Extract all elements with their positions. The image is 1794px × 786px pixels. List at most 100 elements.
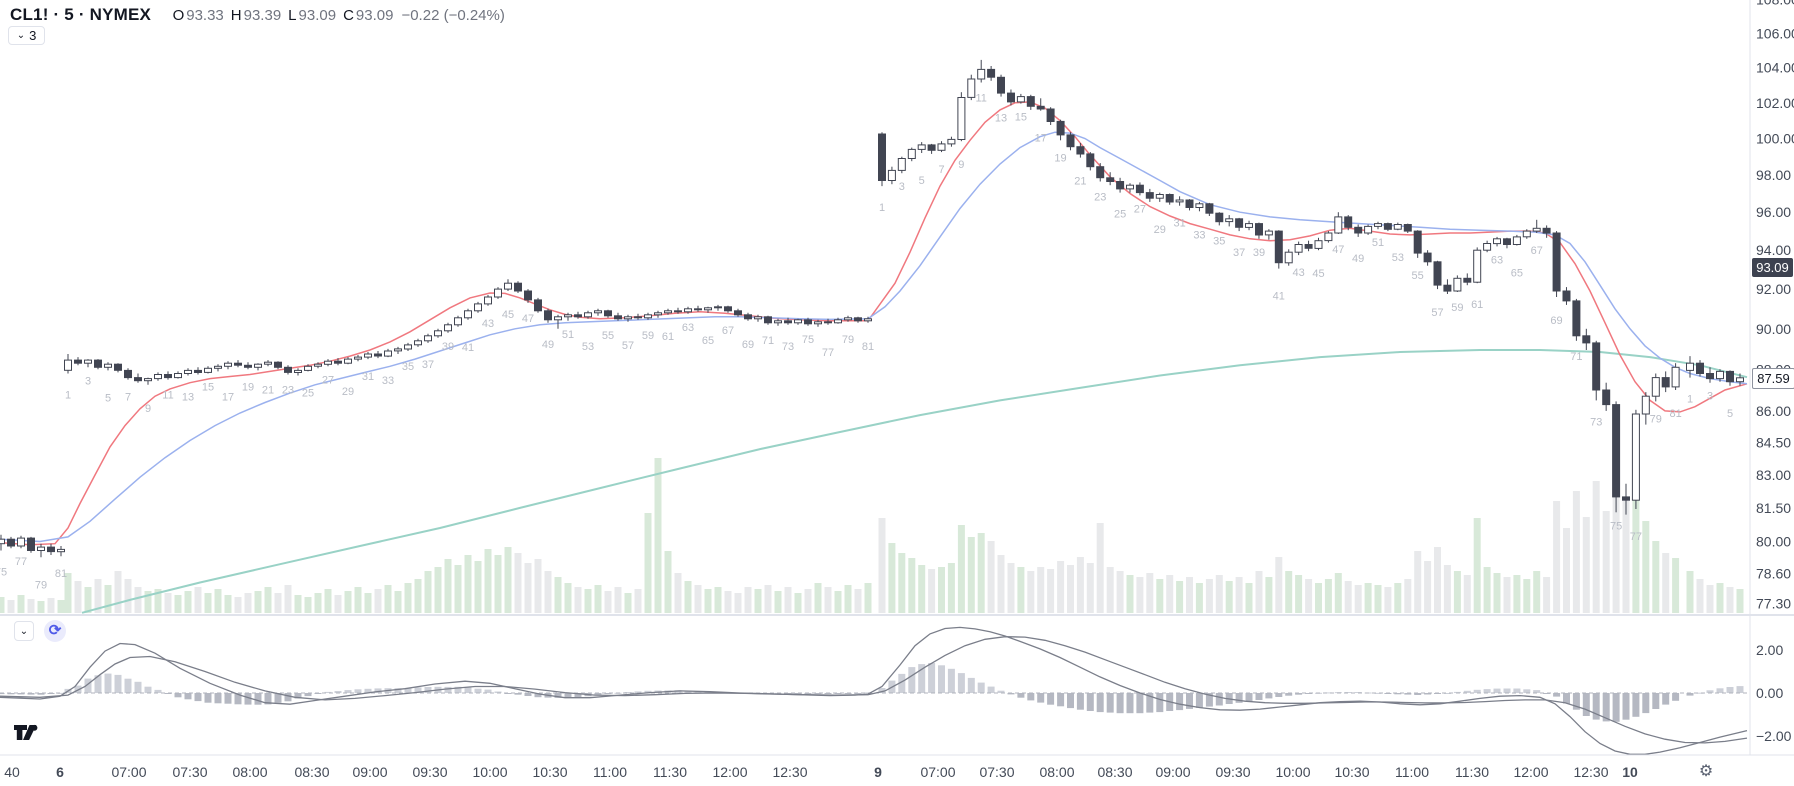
bar-number-label: 47 — [522, 313, 534, 325]
bar-number-label: 9 — [145, 403, 151, 415]
candle-body — [1374, 223, 1382, 227]
candle-body — [174, 373, 182, 379]
candle-body — [1706, 373, 1714, 380]
macd-histogram-bar — [1324, 692, 1332, 694]
volume-bar — [47, 598, 55, 613]
bar-number-label: 23 — [282, 385, 294, 397]
bar-number-label: 13 — [995, 113, 1007, 125]
bar-number-label: 51 — [562, 329, 574, 341]
candle-body — [164, 374, 172, 379]
volume-bar — [1374, 585, 1382, 613]
main-pane[interactable]: 7577798113579111315171921232527293133353… — [0, 59, 1748, 614]
macd-histogram-bar — [344, 690, 352, 693]
volume-bar — [274, 593, 282, 613]
volume-bar — [1553, 501, 1561, 613]
macd-histogram-bar — [1146, 693, 1154, 713]
bar-number-label: 61 — [662, 331, 674, 343]
volume-bar — [204, 593, 212, 613]
candle-body — [634, 316, 642, 319]
bar-number-label: 79 — [1650, 413, 1662, 425]
macd-histogram-bar — [324, 691, 332, 693]
volume-bar — [444, 559, 452, 613]
volume-bar — [604, 591, 612, 613]
indicators-collapse-button[interactable]: ⌄ 3 — [8, 26, 45, 45]
candle-body — [1473, 249, 1482, 283]
candle-body — [824, 321, 832, 324]
macd-histogram-bar — [694, 691, 702, 693]
macd-histogram-bar — [364, 688, 372, 693]
auto-refresh-icon[interactable]: ⟳ — [44, 620, 66, 642]
macd-histogram-bar — [1027, 693, 1035, 701]
volume-bar — [888, 543, 896, 613]
volume-bar — [344, 591, 352, 613]
candle-body — [474, 303, 482, 312]
volume-bar — [584, 589, 592, 613]
candle-body — [734, 310, 742, 316]
bar-number-label: 7 — [125, 392, 131, 404]
macd-histogram-bar — [174, 693, 182, 698]
macd-pane-collapse-button[interactable]: ⌄ — [14, 621, 34, 641]
macd-histogram-bar — [1265, 693, 1273, 699]
candle-body — [574, 314, 582, 318]
time-tick-label: 08:00 — [232, 764, 267, 780]
time-axis[interactable]: 40 6 07:00 07:30 08:00 08:30 09:00 09:30 10:00 10… — [4, 764, 1638, 780]
macd-histogram-bar — [1305, 693, 1313, 694]
price-axis[interactable]: 108.00 106.00 104.00 102.00 100.00 98.00 96.00… — [1756, 0, 1794, 744]
timezone-settings-gear-icon[interactable]: ⚙ — [1694, 760, 1718, 784]
price-tick-label: 78.60 — [1756, 565, 1791, 581]
macd-histogram-bar — [1255, 693, 1263, 700]
price-tick-label: 86.00 — [1756, 403, 1791, 419]
macd-histogram-bar — [987, 686, 995, 693]
macd-histogram-bar — [1706, 690, 1714, 693]
candle-body — [1284, 251, 1293, 264]
volume-bar — [997, 555, 1005, 613]
price-tick-label: 108.00 — [1756, 0, 1794, 8]
macd-histogram-bar — [1424, 693, 1432, 695]
day-label: 6 — [56, 764, 64, 780]
macd-histogram-bar — [1463, 690, 1471, 693]
candle-body — [394, 348, 402, 352]
macd-histogram-bar — [524, 693, 532, 696]
time-tick-label: 08:30 — [1097, 764, 1132, 780]
macd-histogram-bar — [554, 693, 562, 698]
bar-number-label: 3 — [85, 375, 91, 387]
macd-histogram-bar — [574, 693, 582, 697]
price-tick-label: 104.00 — [1756, 60, 1794, 76]
macd-histogram-bar — [1394, 693, 1402, 695]
candle-body — [1314, 240, 1323, 249]
macd-pane[interactable] — [0, 626, 1750, 755]
volume-bar — [1047, 569, 1055, 613]
volume-bar — [1265, 577, 1273, 613]
bar-number-label: 21 — [262, 384, 274, 396]
candle-body — [1007, 92, 1015, 103]
volume-bar — [534, 559, 542, 613]
bar-number-label: 1 — [879, 202, 885, 214]
candle-body — [1592, 342, 1601, 391]
bar-number-label: 5 — [105, 392, 111, 404]
price-tick-label: 96.00 — [1756, 204, 1791, 220]
candle-body — [1215, 212, 1224, 223]
candle-body — [1453, 277, 1462, 292]
macd-histogram-bar — [1275, 693, 1283, 697]
macd-histogram-bar — [394, 688, 402, 693]
bar-number-label: 41 — [462, 342, 474, 354]
tradingview-logo[interactable] — [13, 724, 43, 742]
bar-number-label: 71 — [1570, 351, 1582, 363]
volume-bar — [1642, 521, 1650, 613]
bar-number-label: 43 — [1293, 267, 1305, 279]
volume-bar — [334, 595, 342, 613]
candle-body — [1126, 184, 1134, 190]
volume-bar — [474, 561, 482, 613]
macd-histogram-bar — [17, 693, 25, 695]
ohlc-value: 93.33 — [186, 7, 224, 24]
volume-bar — [878, 518, 886, 613]
volume-bar — [574, 587, 582, 613]
bar-number-label: 37 — [422, 359, 434, 371]
macd-histogram-bar — [644, 690, 652, 693]
candle-body — [47, 546, 55, 553]
macd-histogram-bar — [1096, 693, 1104, 713]
symbol-title[interactable]: CL1! · 5 · NYMEX — [10, 5, 152, 24]
macd-histogram-bar — [1344, 692, 1352, 693]
bar-number-label: 39 — [1253, 247, 1265, 259]
